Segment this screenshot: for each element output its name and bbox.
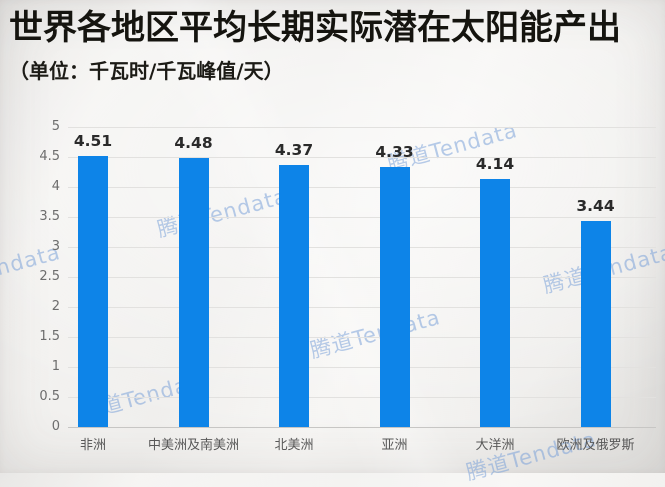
y-axis-tick-label: 3	[51, 239, 60, 254]
bar-chart-plot-area: 0 0.5 1 1.5 2 2.5 3 3.5 4 4.5 5 4.51 非洲 4.48 中美洲及南美洲 4.…	[39, 119, 656, 453]
bar-大洋洲	[480, 178, 510, 427]
y-axis-tick-label: 4.5	[39, 149, 60, 164]
bar-北美洲	[279, 164, 309, 427]
bar-value-label: 4.37	[274, 140, 314, 159]
bar-value-label: 4.48	[174, 134, 213, 153]
y-axis-tick-label: 0.5	[39, 389, 60, 404]
x-axis-category-label: 非洲	[79, 438, 106, 453]
x-axis-category-label: 亚洲	[381, 438, 408, 453]
gridline	[68, 247, 656, 248]
bar-非洲	[78, 156, 108, 427]
gridline	[68, 397, 656, 398]
gridline	[68, 187, 656, 188]
x-axis-category-label: 欧洲及俄罗斯	[556, 438, 635, 453]
x-axis-category-label: 中美洲及南美洲	[147, 438, 239, 453]
y-axis-tick-label: 1	[51, 359, 60, 374]
gridline	[68, 157, 656, 158]
chart-title: 世界各地区平均长期实际潜在太阳能产出	[9, 8, 621, 48]
gridline	[68, 367, 656, 368]
x-axis-category-label: 大洋洲	[475, 438, 515, 453]
bar-亚洲	[379, 167, 410, 427]
gridline	[68, 277, 656, 278]
chart-unit-subtitle: （单位：千瓦时/千瓦峰值/天）	[9, 59, 284, 84]
bar-value-label: 4.33	[375, 143, 414, 162]
gridline	[68, 307, 656, 308]
gridline	[68, 337, 656, 338]
x-axis-category-label: 北美洲	[274, 438, 314, 453]
bar-value-label: 4.14	[475, 154, 515, 173]
y-axis-tick-label: 0	[51, 419, 60, 434]
y-axis-tick-label: 5	[51, 119, 60, 134]
chart-header: 世界各地区平均长期实际潜在太阳能产出 （单位：千瓦时/千瓦峰值/天）	[9, 6, 621, 84]
bar-欧洲及俄罗斯	[580, 220, 611, 427]
bar-value-label: 3.44	[576, 196, 615, 215]
y-axis-tick-label: 2	[51, 299, 60, 314]
bar-中美洲及南美洲	[178, 158, 209, 427]
gridline	[68, 217, 656, 218]
x-axis-line	[68, 427, 656, 428]
y-axis-tick-label: 1.5	[39, 329, 60, 344]
y-axis-tick-label: 3.5	[39, 209, 60, 224]
y-axis-tick-label: 4	[51, 179, 60, 194]
y-axis-tick-label: 2.5	[39, 269, 60, 284]
gridline	[68, 127, 656, 128]
bar-value-label: 4.51	[73, 132, 113, 151]
